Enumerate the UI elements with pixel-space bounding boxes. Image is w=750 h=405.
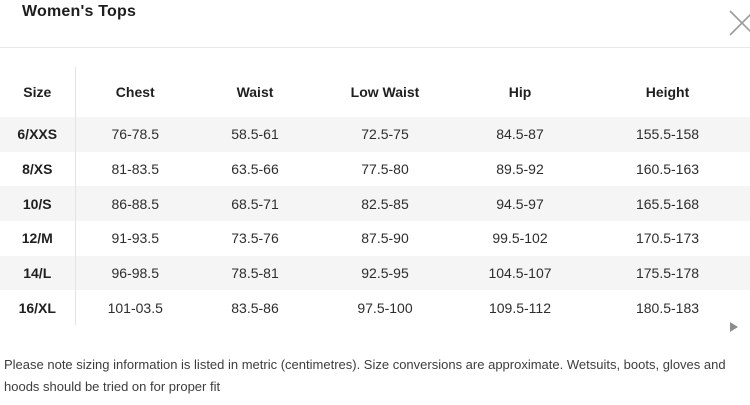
size-table-body: 6/XXS 76-78.5 58.5-61 72.5-75 84.5-87 15… bbox=[0, 117, 750, 326]
value-cell: 89.5-92 bbox=[496, 161, 544, 178]
table-row: 10/S 86-88.5 68.5-71 82.5-85 94.5-97 165… bbox=[0, 186, 750, 222]
table-row: 8/XS 81-83.5 63.5-66 77.5-80 89.5-92 160… bbox=[0, 151, 750, 187]
column-header-low-waist: Low Waist bbox=[350, 84, 420, 100]
size-table: Size Chest Waist Low Waist Hip Height 6/… bbox=[0, 67, 750, 326]
close-button[interactable] bbox=[723, 4, 750, 42]
value-cell: 165.5-168 bbox=[635, 195, 700, 212]
column-header-hip: Hip bbox=[508, 84, 532, 100]
size-cell: 16/XL bbox=[0, 290, 76, 326]
table-row: 14/L 96-98.5 78.5-81 92.5-95 104.5-107 1… bbox=[0, 255, 750, 291]
value-cell: 104.5-107 bbox=[488, 265, 552, 282]
value-cell: 73.5-76 bbox=[231, 230, 279, 247]
value-cell: 175.5-178 bbox=[635, 265, 700, 282]
value-cell: 109.5-112 bbox=[488, 299, 551, 316]
value-cell: 91-93.5 bbox=[111, 230, 159, 247]
table-header-row: Size Chest Waist Low Waist Hip Height bbox=[0, 67, 750, 117]
value-cell: 87.5-90 bbox=[361, 230, 409, 247]
column-header-chest: Chest bbox=[115, 84, 155, 100]
size-cell: 8/XS bbox=[0, 151, 76, 187]
column-header-height: Height bbox=[645, 84, 690, 100]
page-title: Women's Tops bbox=[22, 3, 137, 20]
value-cell: 82.5-85 bbox=[361, 195, 409, 212]
value-cell: 58.5-61 bbox=[231, 126, 279, 143]
value-cell: 72.5-75 bbox=[361, 126, 409, 143]
value-cell: 96-98.5 bbox=[111, 265, 159, 282]
value-cell: 155.5-158 bbox=[635, 126, 700, 143]
sizing-note: Please note sizing information is listed… bbox=[4, 357, 726, 394]
column-header-waist: Waist bbox=[236, 84, 274, 100]
column-header-size: Size bbox=[0, 67, 76, 117]
value-cell: 160.5-163 bbox=[635, 161, 700, 178]
table-row: 6/XXS 76-78.5 58.5-61 72.5-75 84.5-87 15… bbox=[0, 117, 750, 152]
header-divider bbox=[0, 47, 750, 48]
value-cell: 94.5-97 bbox=[496, 195, 544, 212]
value-cell: 84.5-87 bbox=[496, 126, 544, 143]
size-cell: 12/M bbox=[0, 221, 76, 256]
value-cell: 83.5-86 bbox=[231, 299, 279, 316]
value-cell: 77.5-80 bbox=[361, 161, 409, 178]
value-cell: 63.5-66 bbox=[231, 161, 279, 178]
value-cell: 180.5-183 bbox=[635, 299, 700, 316]
size-cell: 6/XXS bbox=[0, 117, 76, 152]
table-row: 16/XL 101-03.5 83.5-86 97.5-100 109.5-11… bbox=[0, 290, 750, 326]
value-cell: 81-83.5 bbox=[111, 161, 159, 178]
close-icon bbox=[729, 10, 750, 36]
value-cell: 76-78.5 bbox=[111, 126, 159, 143]
value-cell: 97.5-100 bbox=[357, 299, 413, 316]
value-cell: 86-88.5 bbox=[111, 195, 159, 212]
value-cell: 92.5-95 bbox=[361, 265, 409, 282]
value-cell: 101-03.5 bbox=[107, 299, 163, 316]
value-cell: 68.5-71 bbox=[231, 195, 279, 212]
value-cell: 170.5-173 bbox=[635, 230, 700, 247]
size-cell: 14/L bbox=[0, 255, 76, 291]
scroll-right-arrow-icon[interactable] bbox=[730, 322, 738, 332]
size-cell: 10/S bbox=[0, 186, 76, 222]
value-cell: 99.5-102 bbox=[492, 230, 548, 247]
table-row: 12/M 91-93.5 73.5-76 87.5-90 99.5-102 17… bbox=[0, 221, 750, 256]
size-table-scroll-area[interactable]: Size Chest Waist Low Waist Hip Height 6/… bbox=[0, 67, 750, 326]
value-cell: 78.5-81 bbox=[231, 265, 279, 282]
